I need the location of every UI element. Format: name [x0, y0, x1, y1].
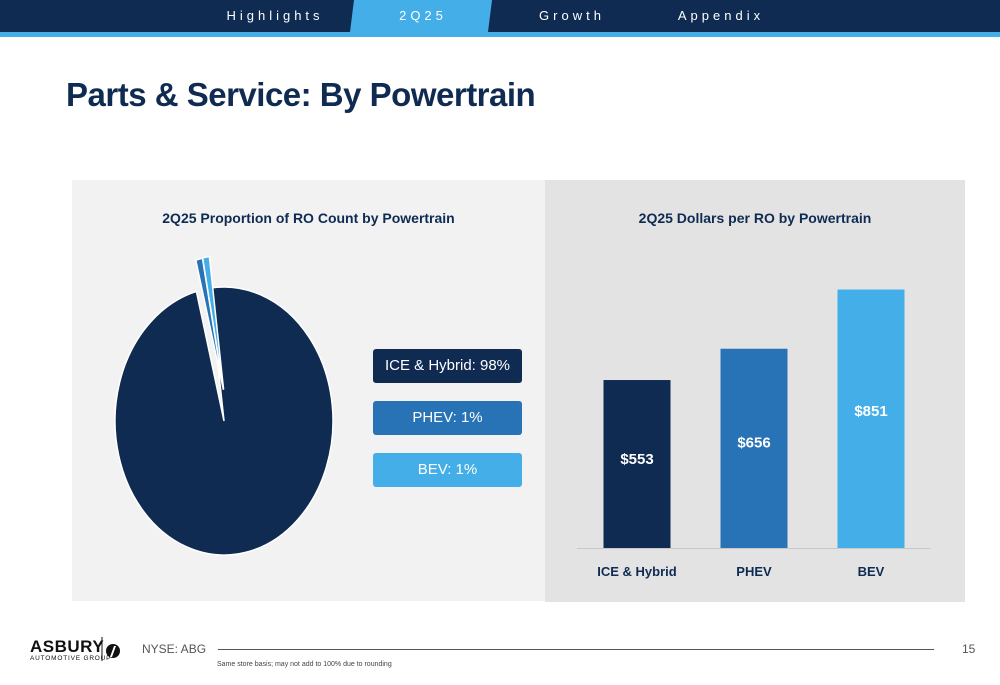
bar-phev [720, 348, 788, 548]
page-title: Parts & Service: By Powertrain [66, 76, 536, 113]
nav-tab-appendix[interactable]: Appendix [677, 8, 765, 23]
bar-data-label: $656 [737, 434, 770, 451]
bar-data-label: $553 [620, 451, 653, 468]
bar-category-label: ICE & Hybrid [597, 564, 677, 579]
legend-phev: PHEV: 1% [373, 401, 522, 435]
bar-bev [837, 289, 905, 548]
nav-accent-strip [0, 32, 1000, 37]
ticker-label: NYSE: ABG [142, 642, 207, 656]
bar-chart: $553 ICE & Hybrid $656 PHEV $851 BEV [577, 289, 931, 579]
pie-slice-bev [201, 255, 225, 390]
bar-ice-hybrid [603, 380, 671, 548]
nav-tab-2q25[interactable]: 2Q25 [399, 8, 447, 23]
bar-data-label: $851 [854, 403, 887, 420]
logo-emblem-icon [101, 637, 120, 661]
pie-chart-title: 2Q25 Proportion of RO Count by Powertrai… [162, 210, 455, 226]
pie-slice-ice-hybrid [114, 286, 334, 556]
nav-tab-highlights[interactable]: Highlights [226, 8, 324, 23]
bar-category-label: BEV [858, 564, 885, 579]
logo-subtitle: AUTOMOTIVE GROUP [30, 655, 112, 662]
bar-category-label: PHEV [736, 564, 772, 579]
nav-active-indicator [350, 0, 492, 32]
bar-chart-title: 2Q25 Dollars per RO by Powertrain [638, 210, 872, 226]
footer-divider [218, 649, 934, 650]
top-nav: Highlights 2Q25 Growth Appendix [0, 0, 1000, 32]
legend-bev: BEV: 1% [373, 453, 522, 487]
page-number: 15 [962, 642, 976, 656]
legend-ice-hybrid: ICE & Hybrid: 98% [373, 349, 522, 383]
logo-wordmark: ASBURY [30, 637, 105, 656]
nav-tab-growth[interactable]: Growth [539, 8, 605, 23]
footnote: Same store basis; may not add to 100% du… [217, 661, 392, 668]
